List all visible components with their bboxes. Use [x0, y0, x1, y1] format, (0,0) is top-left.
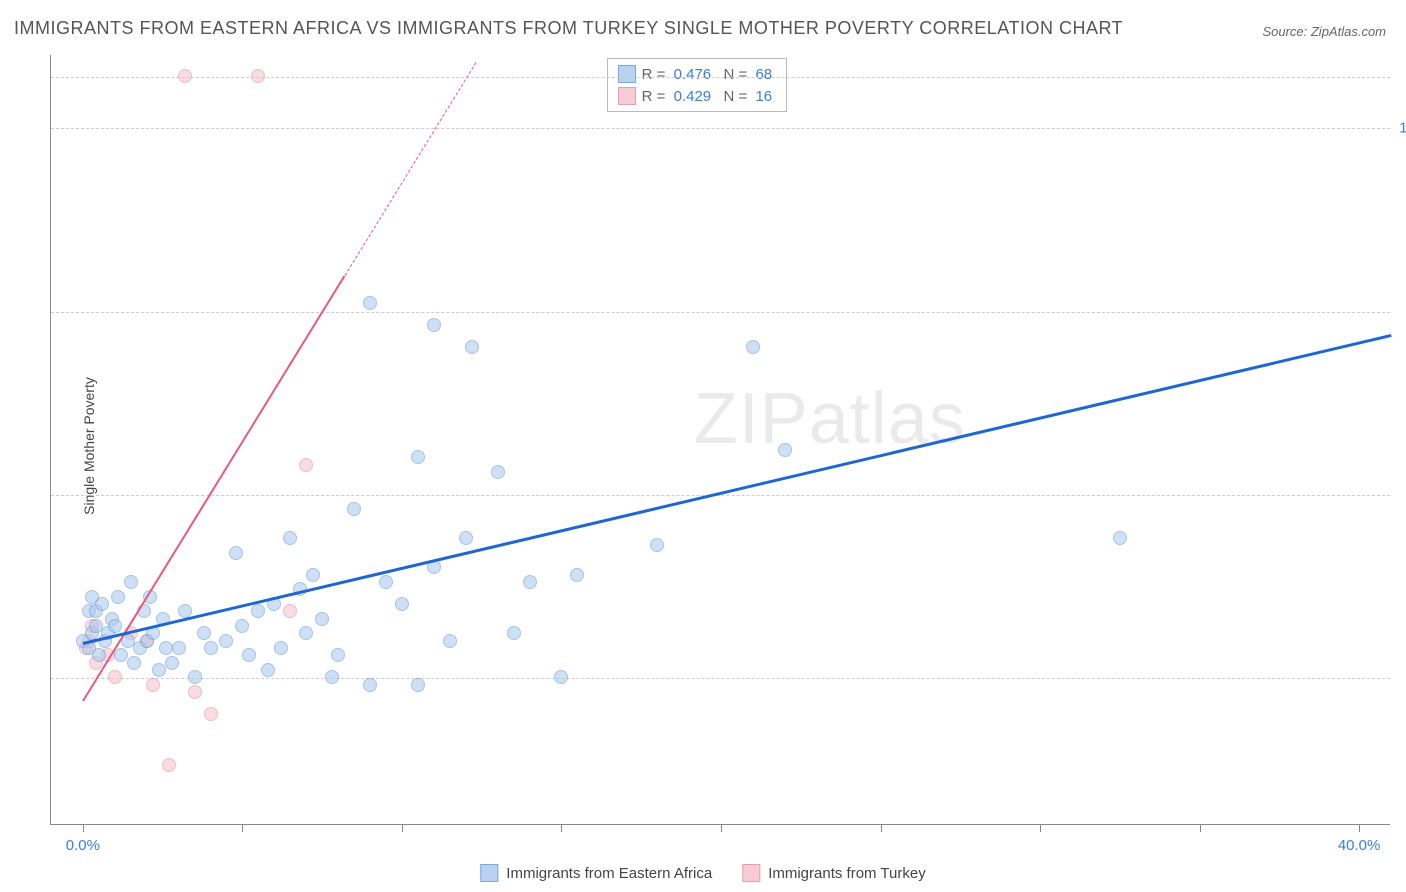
swatch-icon [618, 65, 636, 83]
x-tick [83, 824, 84, 832]
chart-title: IMMIGRANTS FROM EASTERN AFRICA VS IMMIGR… [14, 18, 1123, 39]
data-point [204, 641, 218, 655]
data-point [235, 619, 249, 633]
data-point [146, 678, 160, 692]
legend-label-a: Immigrants from Eastern Africa [506, 865, 712, 882]
data-point [299, 458, 313, 472]
swatch-icon [618, 87, 636, 105]
legend-label-b: Immigrants from Turkey [768, 865, 926, 882]
x-tick-label: 40.0% [1338, 837, 1381, 854]
data-point [363, 678, 377, 692]
data-point [95, 597, 109, 611]
x-tick [1200, 824, 1201, 832]
legend-item-series-a: Immigrants from Eastern Africa [480, 864, 712, 882]
x-tick [1040, 824, 1041, 832]
data-point [650, 538, 664, 552]
data-point [261, 663, 275, 677]
x-tick [881, 824, 882, 832]
swatch-series-b [742, 864, 760, 882]
data-point [306, 568, 320, 582]
data-point [379, 575, 393, 589]
data-point [251, 604, 265, 618]
data-point [162, 758, 176, 772]
data-point [108, 670, 122, 684]
data-point [523, 575, 537, 589]
data-point [251, 69, 265, 83]
data-point [554, 670, 568, 684]
legend-item-series-b: Immigrants from Turkey [742, 864, 926, 882]
data-point [274, 641, 288, 655]
data-point [299, 626, 313, 640]
swatch-series-a [480, 864, 498, 882]
data-point [325, 670, 339, 684]
data-point [427, 318, 441, 332]
stat-text: R = 0.429 N = 16 [642, 88, 776, 105]
data-point [242, 648, 256, 662]
y-tick-label: 100.0% [1399, 120, 1406, 137]
data-point [165, 656, 179, 670]
data-point [283, 531, 297, 545]
data-point [124, 575, 138, 589]
data-point [204, 707, 218, 721]
data-point [188, 670, 202, 684]
x-tick [242, 824, 243, 832]
legend-stat-row: R = 0.476 N = 68 [618, 63, 776, 85]
watermark: ZIPatlas [694, 378, 966, 460]
x-tick-label: 0.0% [66, 837, 100, 854]
legend-bottom: Immigrants from Eastern Africa Immigrant… [480, 864, 925, 882]
stat-text: R = 0.476 N = 68 [642, 66, 776, 83]
data-point [331, 648, 345, 662]
x-tick [561, 824, 562, 832]
gridline-h [51, 495, 1390, 496]
legend-stats-box: R = 0.476 N = 68 R = 0.429 N = 16 [607, 58, 787, 112]
data-point [92, 648, 106, 662]
gridline-h [51, 128, 1390, 129]
data-point [347, 502, 361, 516]
plot-area: ZIPatlas R = 0.476 N = 68 R = 0.429 N = 1… [50, 55, 1390, 825]
data-point [411, 450, 425, 464]
x-tick [721, 824, 722, 832]
data-point [229, 546, 243, 560]
data-point [395, 597, 409, 611]
data-point [570, 568, 584, 582]
data-point [172, 641, 186, 655]
gridline-h [51, 312, 1390, 313]
data-point [491, 465, 505, 479]
data-point [315, 612, 329, 626]
data-point [465, 340, 479, 354]
x-tick [1359, 824, 1360, 832]
data-point [178, 69, 192, 83]
data-point [283, 604, 297, 618]
data-point [108, 619, 122, 633]
gridline-h [51, 678, 1390, 679]
data-point [111, 590, 125, 604]
data-point [411, 678, 425, 692]
data-point [89, 619, 103, 633]
data-point [746, 340, 760, 354]
data-point [127, 656, 141, 670]
data-point [1113, 531, 1127, 545]
legend-stat-row: R = 0.429 N = 16 [618, 85, 776, 107]
data-point [197, 626, 211, 640]
data-point [152, 663, 166, 677]
data-point [114, 648, 128, 662]
trend-line [344, 63, 476, 276]
data-point [219, 634, 233, 648]
data-point [443, 634, 457, 648]
data-point [363, 296, 377, 310]
x-tick [402, 824, 403, 832]
data-point [507, 626, 521, 640]
data-point [778, 443, 792, 457]
data-point [188, 685, 202, 699]
data-point [459, 531, 473, 545]
source-label: Source: ZipAtlas.com [1262, 24, 1386, 39]
